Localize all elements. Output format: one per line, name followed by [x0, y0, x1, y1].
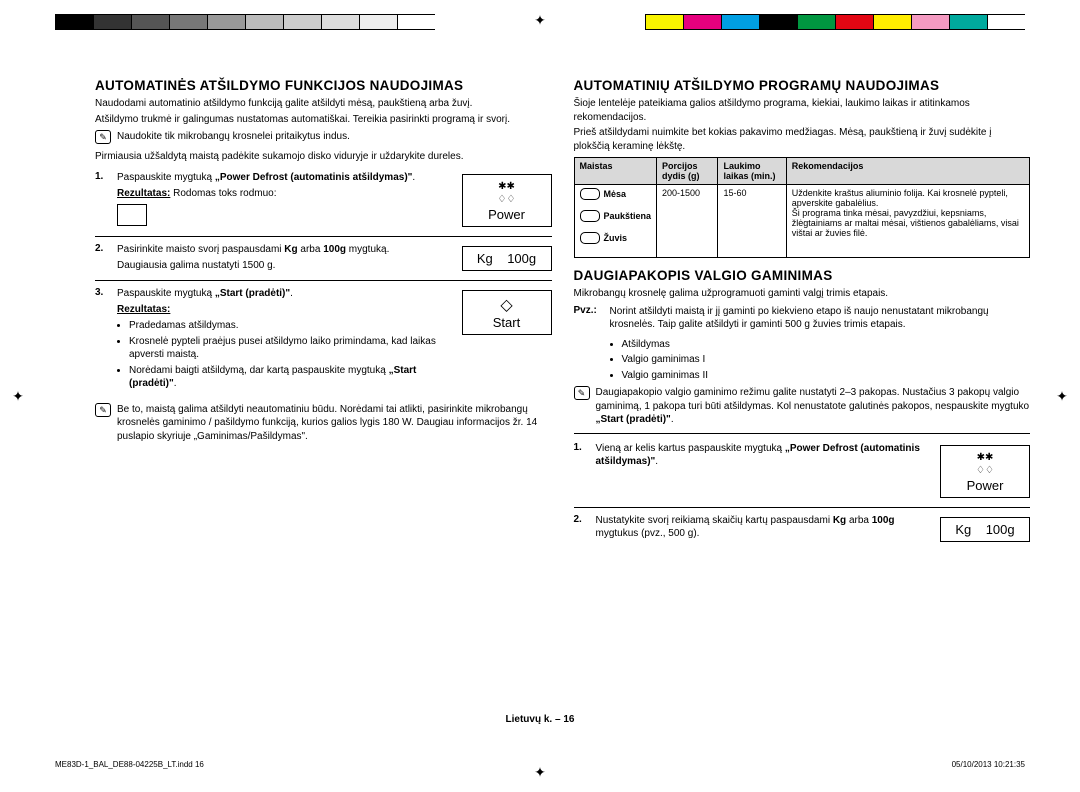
drop-icon: ♢♢ — [498, 194, 516, 205]
paragraph: Pirmiausia užšaldytą maistą padėkite suk… — [95, 150, 552, 164]
footer-date: 05/10/2013 10:21:35 — [952, 760, 1025, 769]
table-header: Rekomendacijos — [786, 158, 1029, 185]
step-number: 2. — [574, 514, 588, 525]
note-icon: ✎ — [95, 403, 111, 417]
note-row: ✎ Naudokite tik mikrobangų krosnelei pri… — [95, 130, 552, 146]
defrost-icon: ✱✱ — [498, 181, 515, 192]
list-item: Valgio gaminimas II — [622, 369, 1031, 383]
step-text: Paspauskite mygtuką „Power Defrost (auto… — [117, 171, 454, 185]
right-step-1: 1. Vieną ar kelis kartus paspauskite myg… — [574, 436, 1031, 508]
step-result: Rezultatas: — [117, 303, 454, 317]
step-text: Nustatykite svorį reikiamą skaičių kartų… — [596, 514, 933, 541]
step-number: 1. — [95, 171, 109, 182]
note-row: ✎ Be to, maistą galima atšildyti neautom… — [95, 403, 552, 446]
fish-icon — [580, 232, 600, 244]
paragraph: Mikrobangų krosnelę galima užprogramuoti… — [574, 287, 1031, 301]
paragraph: Naudodami automatinio atšildymo funkciją… — [95, 97, 552, 111]
note-icon: ✎ — [574, 386, 590, 400]
poultry-icon — [580, 210, 600, 222]
kg-100g-button-graphic: Kg100g — [462, 246, 552, 271]
registration-mark-icon: ✦ — [8, 386, 28, 406]
power-button-graphic: ✱✱ ♢♢ Power — [462, 174, 552, 227]
example-block: Pvz.: Norint atšildyti maistą ir jį gami… — [574, 305, 1031, 334]
power-label: Power — [967, 478, 1004, 493]
table-header: Maistas — [574, 158, 657, 185]
note-text: Be to, maistą galima atšildyti neautomat… — [117, 403, 552, 444]
paragraph: Prieš atšildydami nuimkite bet kokias pa… — [574, 126, 1031, 153]
page-content: AUTOMATINĖS ATŠILDYMO FUNKCIJOS NAUDOJIM… — [95, 78, 1030, 712]
page-number: Lietuvų k. – 16 — [0, 714, 1080, 725]
footer-meta: ME83D-1_BAL_DE88-04225B_LT.indd 16 05/10… — [55, 760, 1025, 769]
kg-100g-button-graphic: Kg100g — [940, 517, 1030, 542]
step-result: Rezultatas: Rodomas toks rodmuo: — [117, 187, 454, 201]
example-label: Pvz.: — [574, 305, 604, 334]
example-text: Norint atšildyti maistą ir jį gaminti po… — [610, 305, 1031, 332]
list-item: Valgio gaminimas I — [622, 353, 1031, 367]
step-text: Pasirinkite maisto svorį paspausdami Kg … — [117, 243, 454, 257]
drop-icon: ♢♢ — [976, 465, 994, 476]
registration-mark-icon: ✦ — [1052, 386, 1072, 406]
meat-icon — [580, 188, 600, 200]
note-icon: ✎ — [95, 130, 111, 144]
note-text: Naudokite tik mikrobangų krosnelei prita… — [117, 130, 350, 144]
step-1: 1. Paspauskite mygtuką „Power Defrost (a… — [95, 165, 552, 237]
start-icon: ◇ — [500, 295, 512, 315]
power-button-graphic: ✱✱ ♢♢ Power — [940, 445, 1030, 498]
right-column: AUTOMATINIŲ ATŠILDYMO PROGRAMŲ NAUDOJIMA… — [574, 78, 1031, 712]
footer-filename: ME83D-1_BAL_DE88-04225B_LT.indd 16 — [55, 760, 204, 769]
separator — [574, 433, 1031, 434]
note-row: ✎ Daugiapakopio valgio gaminimo režimu g… — [574, 386, 1031, 429]
step-3: 3. Paspauskite mygtuką „Start (pradėti)"… — [95, 281, 552, 399]
table-header: Porcijos dydis (g) — [657, 158, 718, 185]
list-item: Atšildymas — [622, 338, 1031, 352]
power-label: Power — [488, 207, 525, 222]
table-header: Laukimo laikas (min.) — [718, 158, 786, 185]
heading-auto-defrost-function: AUTOMATINĖS ATŠILDYMO FUNKCIJOS NAUDOJIM… — [95, 78, 552, 93]
result-item: Norėdami baigti atšildymą, dar kartą pas… — [129, 364, 454, 391]
result-item: Pradedamas atšildymas. — [129, 319, 454, 333]
note-text: Daugiapakopio valgio gaminimo režimu gal… — [596, 386, 1031, 427]
result-item: Krosnelė pypteli praėjus pusei atšildymo… — [129, 335, 454, 362]
table-cell: 200-1500 — [657, 185, 718, 258]
registration-mark-icon: ✦ — [530, 10, 550, 30]
step-text: Daugiausia galima nustatyti 1500 g. — [117, 259, 454, 273]
step-text: Paspauskite mygtuką „Start (pradėti)". — [117, 287, 454, 301]
table-cell: 15-60 — [718, 185, 786, 258]
start-button-graphic: ◇ Start — [462, 290, 552, 335]
heading-auto-defrost-programs: AUTOMATINIŲ ATŠILDYMO PROGRAMŲ NAUDOJIMA… — [574, 78, 1031, 93]
display-icon — [117, 204, 147, 226]
defrost-icon: ✱✱ — [977, 452, 994, 463]
table-cell: Uždenkite kraštus aliuminio folija. Kai … — [786, 185, 1029, 258]
start-label: Start — [493, 315, 520, 330]
left-column: AUTOMATINĖS ATŠILDYMO FUNKCIJOS NAUDOJIM… — [95, 78, 552, 712]
table-cell-food: Mėsa Paukštiena Žuvis — [574, 185, 657, 258]
step-number: 2. — [95, 243, 109, 254]
program-table: Maistas Porcijos dydis (g) Laukimo laika… — [574, 157, 1031, 258]
step-2: 2. Pasirinkite maisto svorį paspausdami … — [95, 237, 552, 281]
paragraph: Šioje lentelėje pateikiama galios atšild… — [574, 97, 1031, 124]
step-text: Vieną ar kelis kartus paspauskite mygtuk… — [596, 442, 933, 469]
heading-multistage-cooking: DAUGIAPAKOPIS VALGIO GAMINIMAS — [574, 268, 1031, 283]
right-step-2: 2. Nustatykite svorį reikiamą skaičių ka… — [574, 508, 1031, 551]
step-number: 3. — [95, 287, 109, 298]
paragraph: Atšildymo trukmė ir galingumas nustatoma… — [95, 113, 552, 127]
step-number: 1. — [574, 442, 588, 453]
